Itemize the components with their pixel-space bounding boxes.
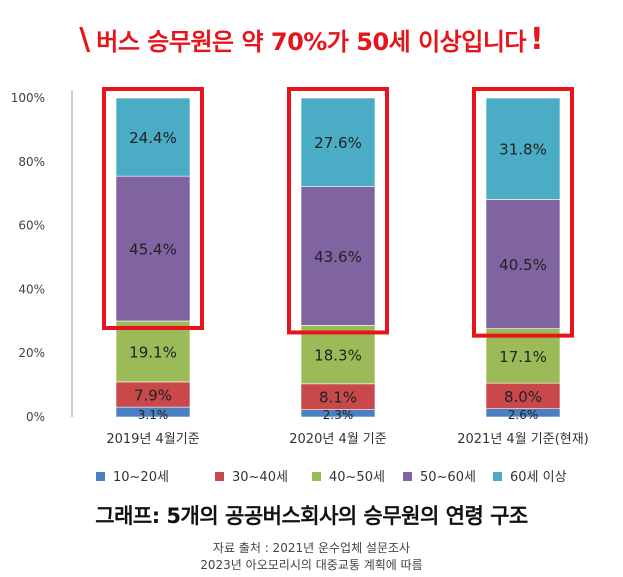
data-label: 3.1% [138, 408, 169, 422]
legend-swatch [493, 472, 502, 481]
legend-swatch [215, 472, 224, 481]
y-tick-label: 60% [18, 219, 45, 233]
y-tick-label: 40% [18, 282, 45, 296]
highlight-box [472, 87, 574, 338]
source-line-2: 2023년 아오모리시의 대중교통 계획에 따름 [200, 558, 423, 572]
highlight-box [102, 87, 204, 330]
headline-mark: \ [79, 22, 91, 57]
legend-swatch [96, 472, 105, 481]
bar-segment [115, 175, 191, 322]
x-tick-label: 2021년 4월 기준(현재) [457, 432, 589, 447]
data-label: 8.1% [319, 389, 357, 407]
legend-label: 40~50세 [329, 470, 385, 485]
data-label: 7.9% [134, 387, 172, 405]
legend-label: 10~20세 [113, 470, 169, 485]
data-label: 2.3% [323, 408, 354, 422]
bar-segment [300, 186, 376, 326]
y-tick-label: 0% [26, 410, 45, 424]
bar-segment [300, 325, 376, 385]
bar-segment [115, 320, 191, 383]
bar-segment [485, 199, 561, 329]
data-label: 27.6% [314, 134, 362, 152]
chart-caption: 그래프: 5개의 공공버스회사의 승무원의 연령 구조 [95, 504, 528, 528]
data-label: 2.6% [508, 408, 539, 422]
data-label: 43.6% [314, 248, 362, 266]
bar-segment [485, 97, 561, 200]
data-label: 17.1% [499, 348, 547, 366]
headline: \ 버스 승무원은 약 70%가 50세 이상입니다! [0, 22, 623, 66]
legend-swatch [403, 472, 412, 481]
legend-swatch [312, 472, 321, 481]
bar-segment [485, 382, 561, 410]
legend-label: 50~60세 [420, 470, 476, 485]
data-label: 19.1% [129, 343, 177, 361]
data-label: 40.5% [499, 256, 547, 274]
y-tick-label: 20% [18, 346, 45, 360]
legend-label: 60세 이상 [510, 470, 567, 485]
data-label: 24.4% [129, 129, 177, 147]
highlight-box [287, 87, 389, 335]
headline-exclamation: ! [530, 22, 544, 57]
data-label: 8.0% [504, 388, 542, 406]
source-note: 자료 출처 : 2021년 운수업체 설문조사 2023년 아오모리시의 대중교… [0, 540, 623, 574]
x-tick-label: 2019년 4월기준 [106, 432, 199, 447]
headline-text: 버스 승무원은 약 70%가 50세 이상입니다 [96, 28, 527, 56]
data-label: 18.3% [314, 347, 362, 365]
bar-segment [300, 383, 376, 410]
y-tick-label: 100% [11, 91, 45, 105]
legend-label: 30~40세 [232, 470, 288, 485]
stacked-bar-chart: 0% 20% 40% 60% 80% 100% 3.1% 2.3% 2.6% 7.9% 8.1% 8.… [11, 87, 589, 485]
bar-segment [115, 97, 191, 177]
x-tick-label: 2020년 4월 기준 [289, 432, 386, 447]
bar-segment [300, 97, 376, 187]
data-label: 31.8% [499, 141, 547, 159]
bar-segment [115, 381, 191, 408]
y-tick-label: 80% [18, 155, 45, 169]
source-line-1: 자료 출처 : 2021년 운수업체 설문조사 [212, 541, 411, 555]
data-label: 45.4% [129, 241, 177, 259]
